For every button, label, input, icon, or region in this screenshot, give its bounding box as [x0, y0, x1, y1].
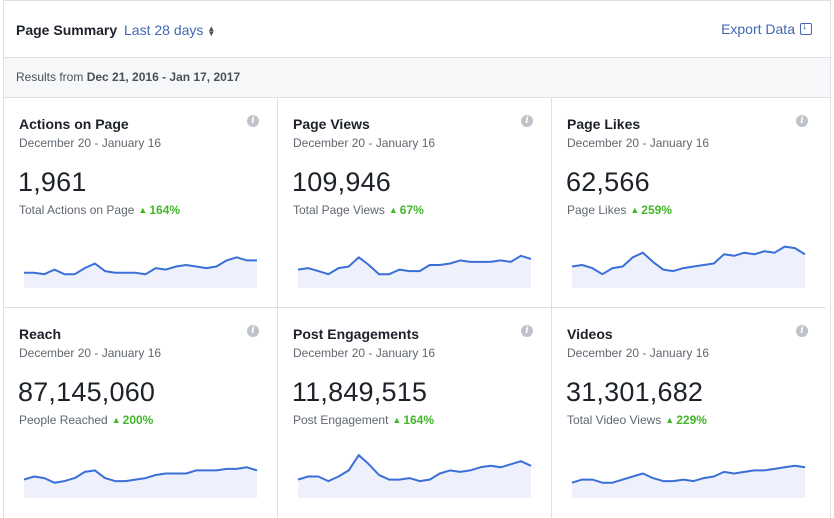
info-icon[interactable]: i	[247, 325, 259, 337]
card-metric-label-row: Page Likes ▲ 259%	[567, 203, 672, 217]
sparkline-line	[297, 254, 532, 276]
card-date-range: December 20 - January 16	[567, 136, 710, 150]
change-indicator: ▲ 164%	[138, 203, 180, 217]
card-title: Post Engagements	[293, 326, 420, 342]
card-metric-label-row: Post Engagement ▲ 164%	[293, 413, 434, 427]
sparkline-line	[571, 464, 806, 484]
change-value: 200%	[122, 413, 154, 427]
card-date-range: December 20 - January 16	[293, 136, 436, 150]
up-triangle-icon: ▲	[388, 205, 398, 215]
card-metric-label: Total Video Views	[567, 413, 662, 427]
change-indicator: ▲ 200%	[112, 413, 154, 427]
sparkline-area	[298, 455, 531, 498]
export-data-button[interactable]: Export Data	[721, 20, 812, 37]
sparkline-area	[24, 467, 257, 498]
change-indicator: ▲ 229%	[665, 413, 707, 427]
card-metric-label: Total Actions on Page	[19, 203, 135, 217]
change-value: 259%	[641, 203, 672, 217]
change-indicator: ▲ 67%	[389, 203, 424, 217]
info-icon[interactable]: i	[796, 115, 808, 127]
change-value: 164%	[149, 203, 181, 217]
card-date-range: December 20 - January 16	[19, 136, 162, 150]
card-date-range: December 20 - January 16	[19, 346, 162, 360]
card-title: Actions on Page	[19, 116, 129, 132]
sparkline-area	[24, 257, 257, 288]
card-date-range: December 20 - January 16	[293, 346, 436, 360]
card-metric-label-row: Total Page Views ▲ 67%	[293, 203, 424, 217]
results-dates: Dec 21, 2016 - Jan 17, 2017	[86, 70, 241, 84]
card-metric-label-row: People Reached ▲ 200%	[19, 413, 153, 427]
card-date-range: December 20 - January 16	[567, 346, 710, 360]
card-page-views[interactable]: Page Views i December 20 - January 16 109,9…	[278, 98, 552, 308]
sparkline-line	[23, 466, 258, 484]
card-title: Page Likes	[567, 116, 641, 132]
change-value: 229%	[676, 413, 707, 427]
info-icon[interactable]: i	[796, 325, 808, 337]
export-data-label: Export Data	[721, 21, 795, 37]
change-value: 67%	[399, 203, 424, 217]
sparkline-chart	[23, 466, 258, 498]
up-triangle-icon: ▲	[665, 415, 675, 425]
change-value: 164%	[403, 413, 435, 427]
up-triangle-icon: ▲	[111, 415, 121, 425]
sparkline-line	[297, 454, 532, 483]
sparkline-chart	[297, 454, 532, 498]
info-icon[interactable]: i	[521, 115, 533, 127]
date-range-selector[interactable]: Last 28 days ▲ ▼	[124, 22, 215, 38]
up-triangle-icon: ▲	[138, 205, 148, 215]
card-metric-value: 87,145,060	[18, 377, 156, 407]
info-icon[interactable]: i	[247, 115, 259, 127]
sparkline-line	[571, 245, 806, 276]
page-summary-panel: Page Summary Last 28 days ▲ ▼ Export Data …	[3, 0, 831, 518]
card-actions-on-page[interactable]: Actions on Page i December 20 - January 16…	[4, 98, 278, 308]
card-metric-label-row: Total Actions on Page ▲ 164%	[19, 203, 180, 217]
card-metric-value: 109,946	[292, 167, 391, 197]
card-metric-value: 31,301,682	[566, 377, 704, 407]
summary-header: Page Summary Last 28 days ▲ ▼ Export Data	[4, 1, 830, 58]
card-metric-value: 1,961	[18, 167, 87, 197]
change-indicator: ▲ 259%	[630, 203, 672, 217]
card-metric-label: Post Engagement	[293, 413, 389, 427]
card-post-engagements[interactable]: Post Engagements i December 20 - January 1…	[278, 308, 552, 518]
card-metric-label: Page Likes	[567, 203, 627, 217]
results-range-bar: Results from Dec 21, 2016 - Jan 17, 2017	[4, 58, 830, 98]
change-indicator: ▲ 164%	[392, 413, 434, 427]
sparkline-chart	[571, 464, 806, 498]
info-icon[interactable]: i	[521, 325, 533, 337]
sparkline-chart	[297, 254, 532, 288]
card-metric-value: 11,849,515	[292, 377, 428, 407]
card-title: Reach	[19, 326, 62, 342]
sparkline-line	[24, 256, 257, 276]
card-metric-label-row: Total Video Views ▲ 229%	[567, 413, 707, 427]
card-videos[interactable]: Videos i December 20 - January 16 31,301,68…	[552, 308, 826, 518]
card-reach[interactable]: Reach i December 20 - January 16 87,145,060…	[4, 308, 278, 518]
card-title: Videos	[567, 326, 613, 342]
card-title: Page Views	[293, 116, 370, 132]
sparkline-area	[572, 465, 805, 498]
sort-arrows-icon: ▲ ▼	[207, 24, 216, 39]
page-title: Page Summary	[16, 22, 118, 38]
card-page-likes[interactable]: Page Likes i December 20 - January 16 62,56…	[552, 98, 826, 308]
card-metric-label: People Reached	[19, 413, 108, 427]
up-triangle-icon: ▲	[630, 205, 640, 215]
download-icon	[800, 20, 812, 35]
card-metric-label: Total Page Views	[293, 203, 385, 217]
card-metric-value: 62,566	[566, 167, 650, 197]
date-range-label: Last 28 days	[124, 22, 204, 38]
up-triangle-icon: ▲	[392, 415, 402, 425]
sparkline-chart	[571, 245, 806, 288]
results-range-text: Results from Dec 21, 2016 - Jan 17, 2017	[16, 70, 240, 84]
results-prefix: Results from	[16, 70, 87, 84]
sparkline-chart	[24, 256, 257, 288]
